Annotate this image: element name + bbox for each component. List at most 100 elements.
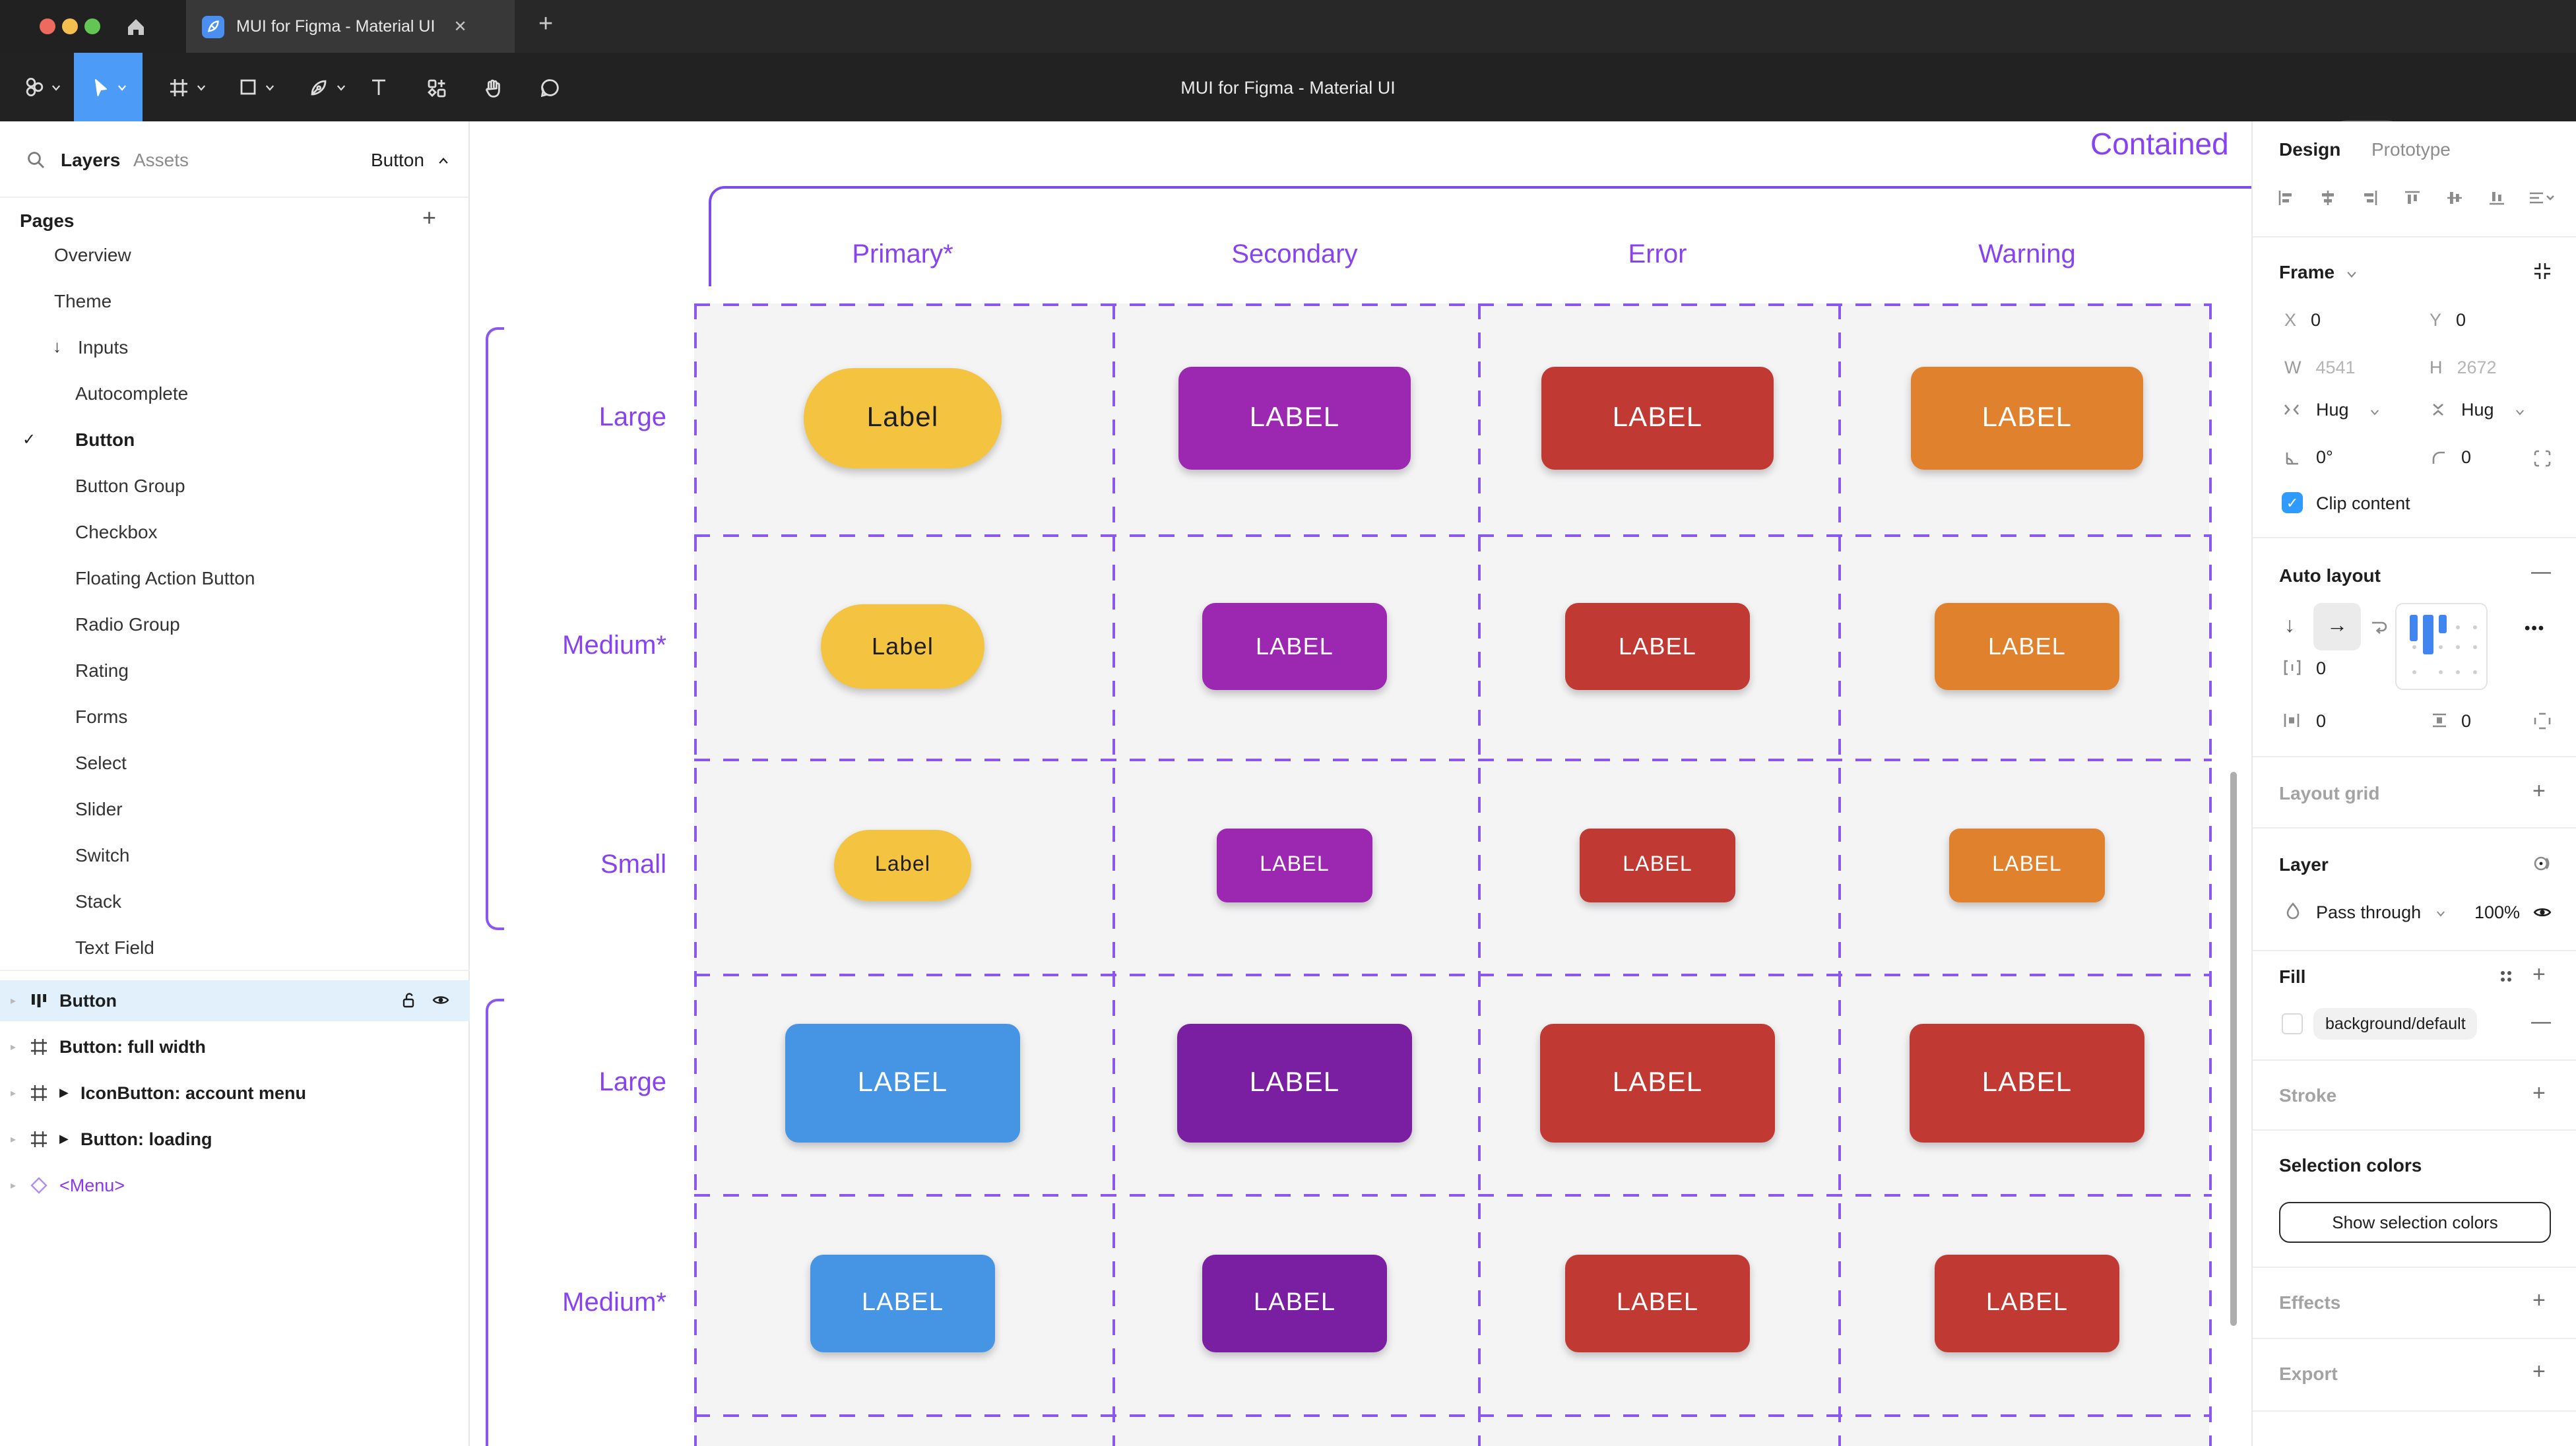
canvas-button[interactable]: Label — [821, 604, 984, 689]
tab-assets[interactable]: Assets — [133, 149, 189, 170]
v-sizing-dropdown[interactable]: Hug — [2461, 400, 2494, 420]
h-sizing-dropdown[interactable]: Hug — [2316, 400, 2349, 420]
distribute-menu-icon[interactable] — [2527, 189, 2556, 207]
sidebar-page-inputs[interactable]: ↓ Inputs — [53, 336, 129, 357]
canvas-button[interactable]: LABEL — [1910, 1024, 2144, 1143]
rotation-field[interactable]: 0° — [2316, 447, 2333, 467]
add-layout-grid-button[interactable]: + — [2532, 778, 2546, 803]
move-tool-button[interactable] — [74, 53, 143, 121]
expand-chevron-icon[interactable]: ▸ — [11, 1087, 16, 1099]
canvas-button[interactable]: LABEL — [785, 1024, 1020, 1143]
eye-icon[interactable] — [2532, 902, 2552, 922]
frame-section-title[interactable]: Frame — [2279, 261, 2335, 282]
new-tab-button[interactable]: + — [538, 11, 554, 38]
independent-corners-icon[interactable] — [2532, 449, 2552, 468]
add-page-button[interactable]: + — [422, 204, 437, 231]
canvas-button[interactable]: LABEL — [1935, 603, 2119, 690]
canvas-button[interactable]: LABEL — [1541, 367, 1774, 470]
direction-down-button[interactable]: ↓ — [2284, 615, 2295, 637]
expand-chevron-icon[interactable]: ▸ — [11, 1041, 16, 1053]
gap-field[interactable]: 0 — [2316, 658, 2327, 678]
layer-row-iconbutton-account-menu[interactable]: ▸ ▶ IconButton: account menu — [11, 1083, 306, 1103]
canvas-button[interactable]: LABEL — [1202, 603, 1387, 690]
align-v-center-icon[interactable] — [2445, 189, 2464, 207]
search-icon[interactable] — [25, 149, 46, 170]
layer-opacity-field[interactable]: 100% — [2474, 902, 2521, 922]
home-icon[interactable] — [124, 15, 148, 38]
sidebar-page-rating[interactable]: Rating — [75, 659, 129, 680]
align-left-icon[interactable] — [2276, 189, 2295, 207]
canvas-button[interactable]: LABEL — [1202, 1255, 1387, 1352]
collapse-corners-icon[interactable] — [2532, 261, 2552, 281]
hand-tool-button[interactable] — [471, 53, 513, 121]
shape-tool-button[interactable] — [224, 53, 288, 121]
canvas-button[interactable]: LABEL — [1540, 1024, 1775, 1143]
align-h-center-icon[interactable] — [2319, 189, 2337, 207]
window-minimize-button[interactable] — [62, 18, 78, 34]
clip-content-checkbox[interactable]: ✓ — [2282, 492, 2303, 513]
page-selector[interactable]: Button — [371, 149, 424, 170]
align-bottom-icon[interactable] — [2488, 189, 2506, 207]
sidebar-page-autocomplete[interactable]: Autocomplete — [75, 382, 189, 403]
padding-vertical-field[interactable]: 0 — [2461, 711, 2472, 731]
canvas-button[interactable]: LABEL — [1178, 367, 1411, 470]
sidebar-page-select[interactable]: Select — [75, 751, 127, 772]
expand-chevron-icon[interactable]: ▸ — [11, 1179, 16, 1191]
sidebar-page-button-group[interactable]: Button Group — [75, 474, 185, 495]
auto-layout-alignment-box[interactable] — [2395, 603, 2488, 690]
canvas-button[interactable]: Label — [804, 368, 1002, 468]
canvas-button[interactable]: LABEL — [1565, 1255, 1750, 1352]
fill-color-swatch[interactable] — [2282, 1013, 2303, 1034]
add-effect-button[interactable]: + — [2532, 1288, 2546, 1313]
align-right-icon[interactable] — [2361, 189, 2379, 207]
eye-icon[interactable] — [432, 991, 450, 1009]
layer-row-button-loading[interactable]: ▸ ▶ Button: loading — [11, 1129, 212, 1149]
file-tab[interactable]: MUI for Figma - Material UI ✕ — [186, 0, 515, 53]
text-tool-button[interactable] — [359, 53, 399, 121]
padding-horizontal-field[interactable]: 0 — [2316, 711, 2327, 731]
window-zoom-button[interactable] — [84, 18, 100, 34]
layer-row-menu-instance[interactable]: ▸ <Menu> — [11, 1176, 125, 1195]
auto-layout-more-button[interactable]: ••• — [2525, 619, 2546, 637]
blend-mode-icon[interactable] — [2532, 854, 2552, 873]
styles-icon[interactable] — [2498, 968, 2514, 984]
canvas-button[interactable]: LABEL — [1911, 367, 2143, 470]
sidebar-page-fab[interactable]: Floating Action Button — [75, 567, 255, 588]
sidebar-page-theme[interactable]: Theme — [54, 290, 112, 311]
sidebar-page-forms[interactable]: Forms — [75, 705, 128, 726]
add-export-button[interactable]: + — [2532, 1359, 2546, 1384]
frame-title-label[interactable]: Contained — [2090, 127, 2229, 161]
sidebar-page-radio-group[interactable]: Radio Group — [75, 613, 180, 634]
direction-right-button[interactable]: → — [2313, 603, 2361, 650]
unlock-icon[interactable] — [400, 991, 418, 1009]
sidebar-page-stack[interactable]: Stack — [75, 890, 122, 911]
sidebar-page-overview[interactable]: Overview — [54, 243, 131, 265]
wrap-icon[interactable] — [2369, 617, 2390, 636]
show-selection-colors-button[interactable]: Show selection colors — [2279, 1202, 2551, 1243]
canvas-button[interactable]: LABEL — [810, 1255, 995, 1352]
sidebar-page-text-field[interactable]: Text Field — [75, 936, 154, 957]
canvas-button[interactable]: LABEL — [1580, 829, 1735, 902]
tab-prototype[interactable]: Prototype — [2371, 139, 2451, 160]
remove-fill-button[interactable]: — — [2531, 1011, 2551, 1033]
canvas-button[interactable]: LABEL — [1949, 829, 2105, 902]
window-close-button[interactable] — [40, 18, 55, 34]
actions-tool-button[interactable] — [414, 53, 457, 121]
frame-tool-button[interactable] — [156, 53, 219, 121]
canvas-scrollbar[interactable] — [2230, 772, 2237, 1326]
add-stroke-button[interactable]: + — [2532, 1081, 2546, 1106]
layer-row-button[interactable]: ▸ Button — [0, 980, 470, 1021]
canvas-button[interactable]: LABEL — [1935, 1255, 2119, 1352]
width-field[interactable]: W 4541 — [2284, 358, 2356, 377]
sidebar-page-switch[interactable]: Switch — [75, 844, 130, 865]
pen-tool-button[interactable] — [296, 53, 359, 121]
canvas-button[interactable]: Label — [834, 830, 971, 901]
design-canvas[interactable]: Contained Primary* Secondary Error Warni… — [470, 121, 2251, 1446]
expand-chevron-icon[interactable]: ▸ — [11, 1133, 16, 1145]
add-fill-button[interactable]: + — [2532, 962, 2546, 987]
remove-auto-layout-button[interactable]: — — [2531, 561, 2551, 583]
layer-row-button-full-width[interactable]: ▸ Button: full width — [11, 1037, 206, 1057]
chevron-down-icon[interactable] — [2345, 268, 2358, 281]
sidebar-page-slider[interactable]: Slider — [75, 798, 123, 819]
